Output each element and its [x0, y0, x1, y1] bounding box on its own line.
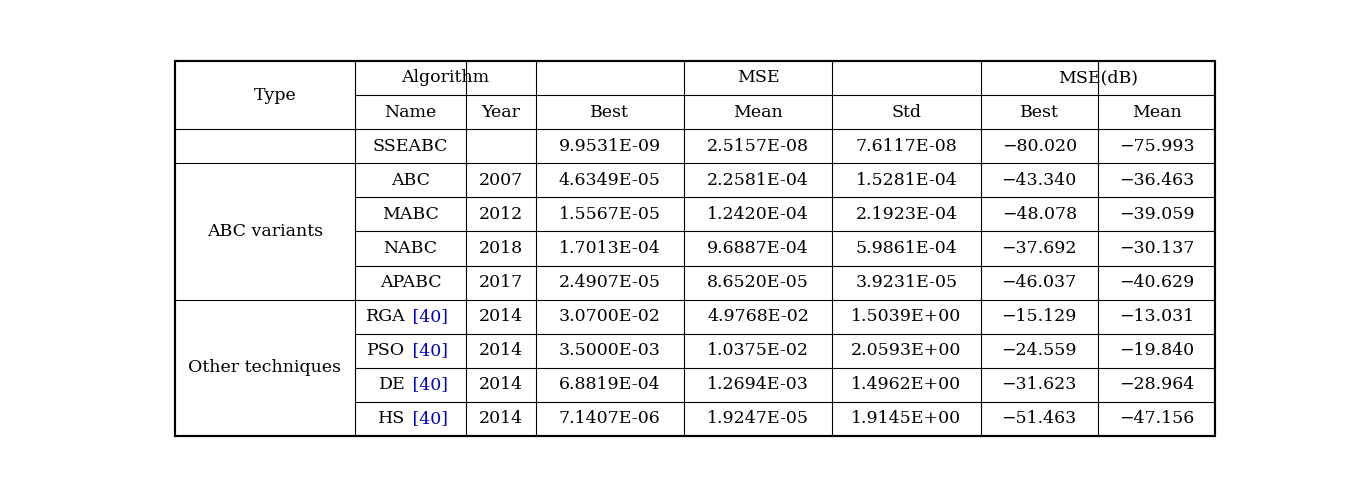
Text: −15.129: −15.129	[1002, 308, 1077, 325]
Text: RGA: RGA	[366, 308, 405, 325]
Text: MABC: MABC	[382, 206, 439, 223]
Text: −24.559: −24.559	[1002, 342, 1077, 359]
Text: 2017: 2017	[479, 274, 523, 291]
Text: 3.9231E-05: 3.9231E-05	[856, 274, 957, 291]
Text: HS: HS	[378, 410, 405, 428]
Text: DE: DE	[378, 376, 405, 393]
Text: [40]: [40]	[407, 376, 449, 393]
Text: 2.1923E-04: 2.1923E-04	[856, 206, 957, 223]
Text: 2018: 2018	[479, 240, 523, 257]
Text: 7.6117E-08: 7.6117E-08	[856, 138, 957, 154]
Text: 7.1407E-06: 7.1407E-06	[559, 410, 660, 428]
Text: 1.5039E+00: 1.5039E+00	[852, 308, 961, 325]
Text: 1.0375E-02: 1.0375E-02	[706, 342, 810, 359]
Text: Best: Best	[1020, 104, 1059, 121]
Text: Algorithm: Algorithm	[401, 69, 490, 87]
Text: NABC: NABC	[384, 240, 438, 257]
Text: Std: Std	[891, 104, 922, 121]
Text: 2014: 2014	[479, 342, 523, 359]
Text: MSE: MSE	[736, 69, 780, 87]
Text: 2014: 2014	[479, 376, 523, 393]
Text: 2.5157E-08: 2.5157E-08	[706, 138, 810, 154]
Text: 3.5000E-03: 3.5000E-03	[559, 342, 660, 359]
Text: 2012: 2012	[479, 206, 523, 223]
Text: APABC: APABC	[380, 274, 441, 291]
Text: −13.031: −13.031	[1119, 308, 1195, 325]
Text: −43.340: −43.340	[1002, 172, 1077, 189]
Text: 5.9861E-04: 5.9861E-04	[856, 240, 957, 257]
Text: Year: Year	[481, 104, 521, 121]
Text: 2.2581E-04: 2.2581E-04	[708, 172, 810, 189]
Text: 2007: 2007	[479, 172, 523, 189]
Text: −19.840: −19.840	[1119, 342, 1195, 359]
Text: 1.7013E-04: 1.7013E-04	[559, 240, 660, 257]
Text: 8.6520E-05: 8.6520E-05	[708, 274, 810, 291]
Text: −31.623: −31.623	[1002, 376, 1077, 393]
Text: Mean: Mean	[1132, 104, 1181, 121]
Text: [40]: [40]	[407, 342, 449, 359]
Text: 9.6887E-04: 9.6887E-04	[708, 240, 810, 257]
Text: Mean: Mean	[734, 104, 782, 121]
Text: 9.9531E-09: 9.9531E-09	[559, 138, 660, 154]
Text: Type: Type	[254, 87, 297, 103]
Text: 6.8819E-04: 6.8819E-04	[559, 376, 660, 393]
Text: 1.2420E-04: 1.2420E-04	[708, 206, 810, 223]
Text: 1.9145E+00: 1.9145E+00	[852, 410, 961, 428]
Text: MSE(dB): MSE(dB)	[1058, 69, 1138, 87]
Text: −48.078: −48.078	[1002, 206, 1077, 223]
Text: 3.0700E-02: 3.0700E-02	[559, 308, 660, 325]
Text: −36.463: −36.463	[1119, 172, 1195, 189]
Text: −40.629: −40.629	[1119, 274, 1195, 291]
Text: 1.5281E-04: 1.5281E-04	[856, 172, 957, 189]
Text: 4.6349E-05: 4.6349E-05	[559, 172, 660, 189]
Text: Other techniques: Other techniques	[188, 359, 342, 376]
Text: 2.4907E-05: 2.4907E-05	[559, 274, 660, 291]
Text: 1.4962E+00: 1.4962E+00	[852, 376, 961, 393]
Text: SSEABC: SSEABC	[373, 138, 449, 154]
Text: −37.692: −37.692	[1002, 240, 1077, 257]
Text: −47.156: −47.156	[1119, 410, 1195, 428]
Text: −46.037: −46.037	[1002, 274, 1077, 291]
Text: [40]: [40]	[407, 308, 449, 325]
Text: −28.964: −28.964	[1119, 376, 1195, 393]
Text: −39.059: −39.059	[1119, 206, 1195, 223]
Text: −30.137: −30.137	[1119, 240, 1195, 257]
Text: 4.9768E-02: 4.9768E-02	[708, 308, 810, 325]
Text: Best: Best	[590, 104, 629, 121]
Text: ABC: ABC	[391, 172, 430, 189]
Text: 1.9247E-05: 1.9247E-05	[706, 410, 810, 428]
Text: 2.0593E+00: 2.0593E+00	[852, 342, 961, 359]
Text: 2014: 2014	[479, 410, 523, 428]
Text: 1.5567E-05: 1.5567E-05	[559, 206, 660, 223]
Text: −75.993: −75.993	[1119, 138, 1195, 154]
Text: −80.020: −80.020	[1002, 138, 1077, 154]
Text: ABC variants: ABC variants	[206, 223, 323, 240]
Text: [40]: [40]	[407, 410, 449, 428]
Text: Name: Name	[384, 104, 437, 121]
Text: 2014: 2014	[479, 308, 523, 325]
Text: −51.463: −51.463	[1002, 410, 1077, 428]
Text: 1.2694E-03: 1.2694E-03	[708, 376, 810, 393]
Text: PSO: PSO	[367, 342, 405, 359]
